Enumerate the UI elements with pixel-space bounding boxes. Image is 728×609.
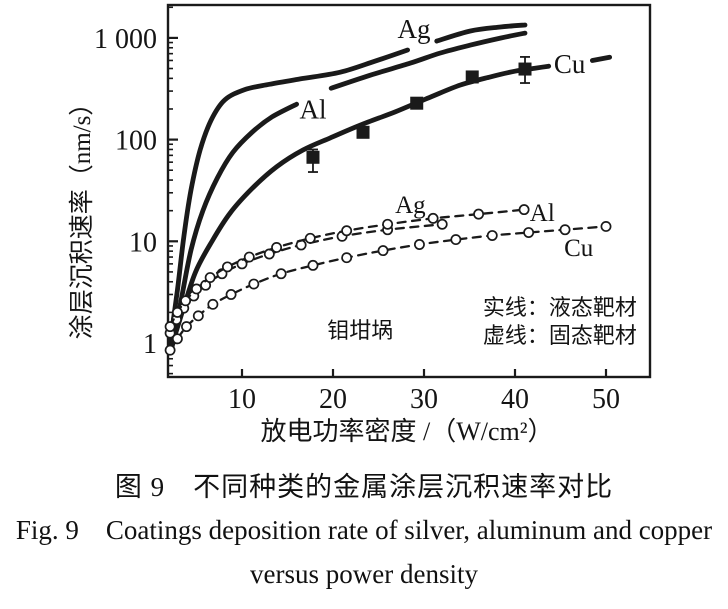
label-crucible: 钼坩埚	[327, 318, 393, 343]
data-point-circle	[518, 204, 530, 216]
data-point-square	[306, 150, 320, 164]
data-point-circle	[559, 224, 571, 236]
data-point-circle	[192, 310, 204, 322]
x-axis-title: 放电功率密度 /（W/cm²）	[260, 417, 553, 446]
data-point-circle	[225, 289, 237, 300]
data-point-circle	[171, 306, 183, 318]
data-point-circle	[204, 272, 216, 284]
data-point-circle	[436, 218, 448, 230]
x-tick-label: 30	[410, 384, 438, 415]
figure-caption-en: Fig. 9 Coatings deposition rate of silve…	[15, 515, 713, 545]
plot-border	[166, 3, 652, 379]
y-tick-label: 100	[115, 126, 157, 157]
data-point-circle	[171, 333, 183, 345]
y-tick-label: 1	[143, 329, 157, 360]
data-point-circle	[304, 232, 316, 244]
data-point-circle	[377, 245, 389, 257]
data-point-circle	[427, 212, 439, 224]
x-tick-labels: 10 20 30 40 50	[228, 384, 620, 415]
data-point-square	[518, 62, 532, 76]
label-cu-solid: Cu	[554, 49, 586, 79]
data-point-circle	[243, 251, 255, 263]
x-tick-label: 10	[228, 384, 256, 415]
legend-dashed-note: 虚线：固态靶材	[483, 323, 637, 348]
label-cu-dashed: Cu	[564, 235, 594, 262]
legend-solid-note: 实线：液态靶材	[483, 295, 637, 320]
data-point-square	[356, 125, 370, 139]
x-tick-label: 40	[501, 384, 529, 415]
y-tick-labels: 1 10 100 1 000	[94, 24, 157, 360]
x-tick-label: 50	[592, 384, 620, 415]
data-point-circle	[473, 208, 485, 220]
data-point-circle	[341, 252, 353, 264]
series-Al-solid	[169, 30, 528, 351]
data-point-circle	[221, 261, 233, 273]
deposition-rate-chart: 1 10 100 1 000 10 20 30 40 50 放电功率密度 /（W/cm²） 涂层沉积…	[68, 3, 652, 446]
data-point-circle	[181, 321, 192, 333]
data-point-circle	[180, 295, 192, 307]
series-Ag-solid	[167, 22, 528, 346]
data-point-circle	[164, 344, 176, 356]
data-point-square	[410, 96, 424, 110]
label-ag-solid: Ag	[397, 14, 430, 44]
label-ag-dashed: Ag	[395, 192, 426, 219]
y-tick-label: 1 000	[94, 24, 157, 55]
label-al-dashed: Al	[530, 200, 555, 227]
data-point-circle	[382, 218, 394, 230]
series-Cu-solid	[169, 54, 613, 348]
y-axis-title: 涂层沉积速率（nm/s）	[68, 91, 96, 340]
data-point-circle	[191, 283, 202, 295]
data-point-circle	[207, 298, 219, 310]
data-point-circle	[450, 234, 462, 246]
label-al-solid: Al	[299, 95, 326, 125]
figure-captions: 图 9 不同种类的金属涂层沉积速率对比 Fig. 9 Coatings depo…	[0, 462, 728, 591]
data-point-circle	[248, 278, 260, 290]
series-Cu-dashed	[164, 220, 612, 356]
series-Al-dashed	[164, 204, 530, 333]
figure-caption-en-line2: versus power density	[250, 559, 478, 589]
figure-caption-zh: 图 9 不同种类的金属涂层沉积速率对比	[114, 472, 614, 502]
data-point-circle	[164, 321, 176, 333]
data-point-circle	[600, 220, 612, 232]
data-point-circle	[414, 239, 425, 250]
data-point-circle	[271, 242, 283, 253]
data-point-circle	[307, 259, 319, 271]
x-tick-label: 20	[319, 384, 347, 415]
data-point-circle	[275, 268, 287, 280]
data-point-square	[465, 70, 479, 84]
data-point-circle	[341, 225, 353, 237]
y-tick-label: 10	[129, 227, 157, 258]
data-point-circle	[523, 227, 535, 238]
data-point-circle	[486, 230, 498, 241]
